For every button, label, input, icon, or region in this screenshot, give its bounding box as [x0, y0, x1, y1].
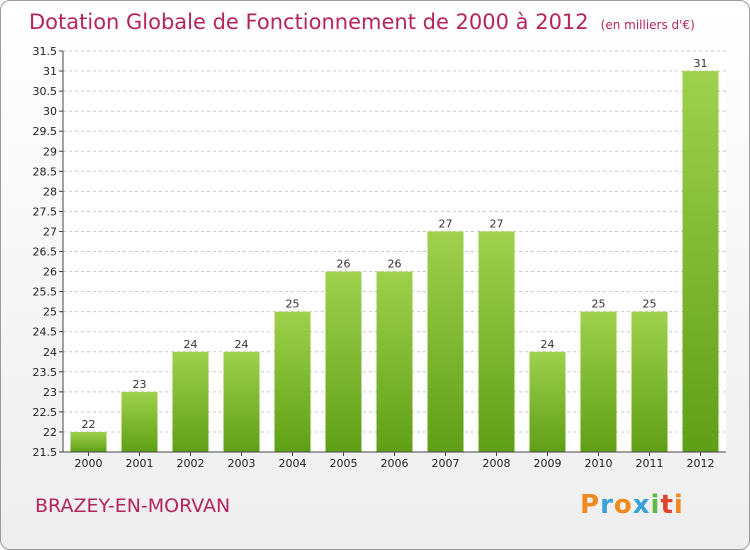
title-text: Dotation Globale de Fonctionnement de 20…: [29, 10, 589, 34]
bar-2005: [325, 271, 362, 452]
x-tick-label: 2008: [483, 457, 511, 470]
logo-letter: r: [600, 490, 614, 520]
bar-2002: [172, 351, 209, 452]
bar-2000: [70, 431, 107, 452]
logo-letters: Proxiti: [580, 490, 684, 520]
y-tick-label: 21.5: [33, 446, 58, 459]
data-label: 23: [133, 378, 147, 391]
y-tick-label: 23: [43, 386, 57, 399]
logo-letter: x: [632, 490, 651, 520]
y-tick-label: 31.5: [33, 45, 58, 58]
bar-2007: [427, 231, 464, 452]
x-axis-ticks: 2000 2001 2002 2003 2004 2005 2006 2007 2008 2009…: [75, 452, 715, 470]
data-label: 26: [388, 258, 402, 271]
chart-subtitle: (en milliers d'€): [600, 18, 695, 32]
y-tick-label: 25: [43, 306, 57, 319]
data-label: 27: [490, 217, 504, 230]
x-tick-label: 2002: [177, 457, 205, 470]
x-tick-label: 2005: [330, 457, 358, 470]
bar-2006: [376, 271, 413, 452]
x-tick-label: 2000: [75, 457, 103, 470]
y-tick-label: 27.5: [33, 205, 58, 218]
data-label: 26: [337, 258, 351, 271]
y-tick-label: 30: [43, 105, 57, 118]
x-tick-label: 2010: [585, 457, 613, 470]
bar-2011: [631, 311, 668, 452]
x-tick-label: 2004: [279, 457, 307, 470]
logo-letter: t: [660, 490, 674, 520]
y-tick-label: 24: [43, 346, 57, 359]
y-tick-label: 25.5: [33, 286, 58, 299]
bar-2008: [478, 231, 515, 452]
y-tick-label: 27: [43, 225, 57, 238]
y-tick-label: 29: [43, 145, 57, 158]
y-tick-label: 31: [43, 65, 57, 78]
proxiti-logo[interactable]: Proxiti: [580, 490, 684, 520]
x-tick-label: 2007: [432, 457, 460, 470]
x-tick-label: 2009: [534, 457, 562, 470]
data-label: 24: [541, 338, 555, 351]
y-tick-label: 29.5: [33, 125, 58, 138]
data-label: 31: [694, 57, 708, 70]
y-tick-label: 30.5: [33, 85, 58, 98]
bar-2012: [682, 71, 719, 453]
bar-2009: [529, 351, 566, 452]
x-tick-label: 2006: [381, 457, 409, 470]
x-tick-label: 2001: [126, 457, 154, 470]
y-tick-label: 26: [43, 266, 57, 279]
logo-letter: o: [613, 490, 633, 520]
data-label: 25: [643, 298, 657, 311]
x-tick-label: 2011: [636, 457, 664, 470]
chart-title: Dotation Globale de Fonctionnement de 20…: [29, 7, 695, 37]
y-tick-label: 28: [43, 185, 57, 198]
x-tick-label: 2012: [687, 457, 715, 470]
data-label: 27: [439, 217, 453, 230]
data-label: 25: [592, 298, 606, 311]
logo-letter: i: [650, 490, 661, 520]
logo-letter: i: [673, 490, 684, 520]
bar-2001: [121, 391, 158, 452]
bar-2003: [223, 351, 260, 452]
y-tick-label: 24.5: [33, 326, 58, 339]
y-tick-label: 28.5: [33, 165, 58, 178]
y-tick-label: 22.5: [33, 406, 58, 419]
y-axis-ticks: 21.5 22 22.5 23 23.5 24 24.5 25 25.5 26 26.5 27 27.5…: [33, 45, 63, 459]
y-tick-label: 22: [43, 426, 57, 439]
bar-2010: [580, 311, 617, 452]
data-label: 24: [235, 338, 249, 351]
y-tick-label: 26.5: [33, 246, 58, 259]
y-tick-label: 23.5: [33, 366, 58, 379]
data-label: 25: [286, 298, 300, 311]
bars: 22 23 24 24 25 26 26 27 27 24 25 25 31: [70, 57, 719, 453]
x-tick-label: 2003: [228, 457, 256, 470]
data-label: 22: [82, 418, 96, 431]
logo-letter: P: [580, 490, 601, 520]
data-label: 24: [184, 338, 198, 351]
bar-2004: [274, 311, 311, 452]
town-name: BRAZEY-EN-MORVAN: [35, 495, 231, 517]
